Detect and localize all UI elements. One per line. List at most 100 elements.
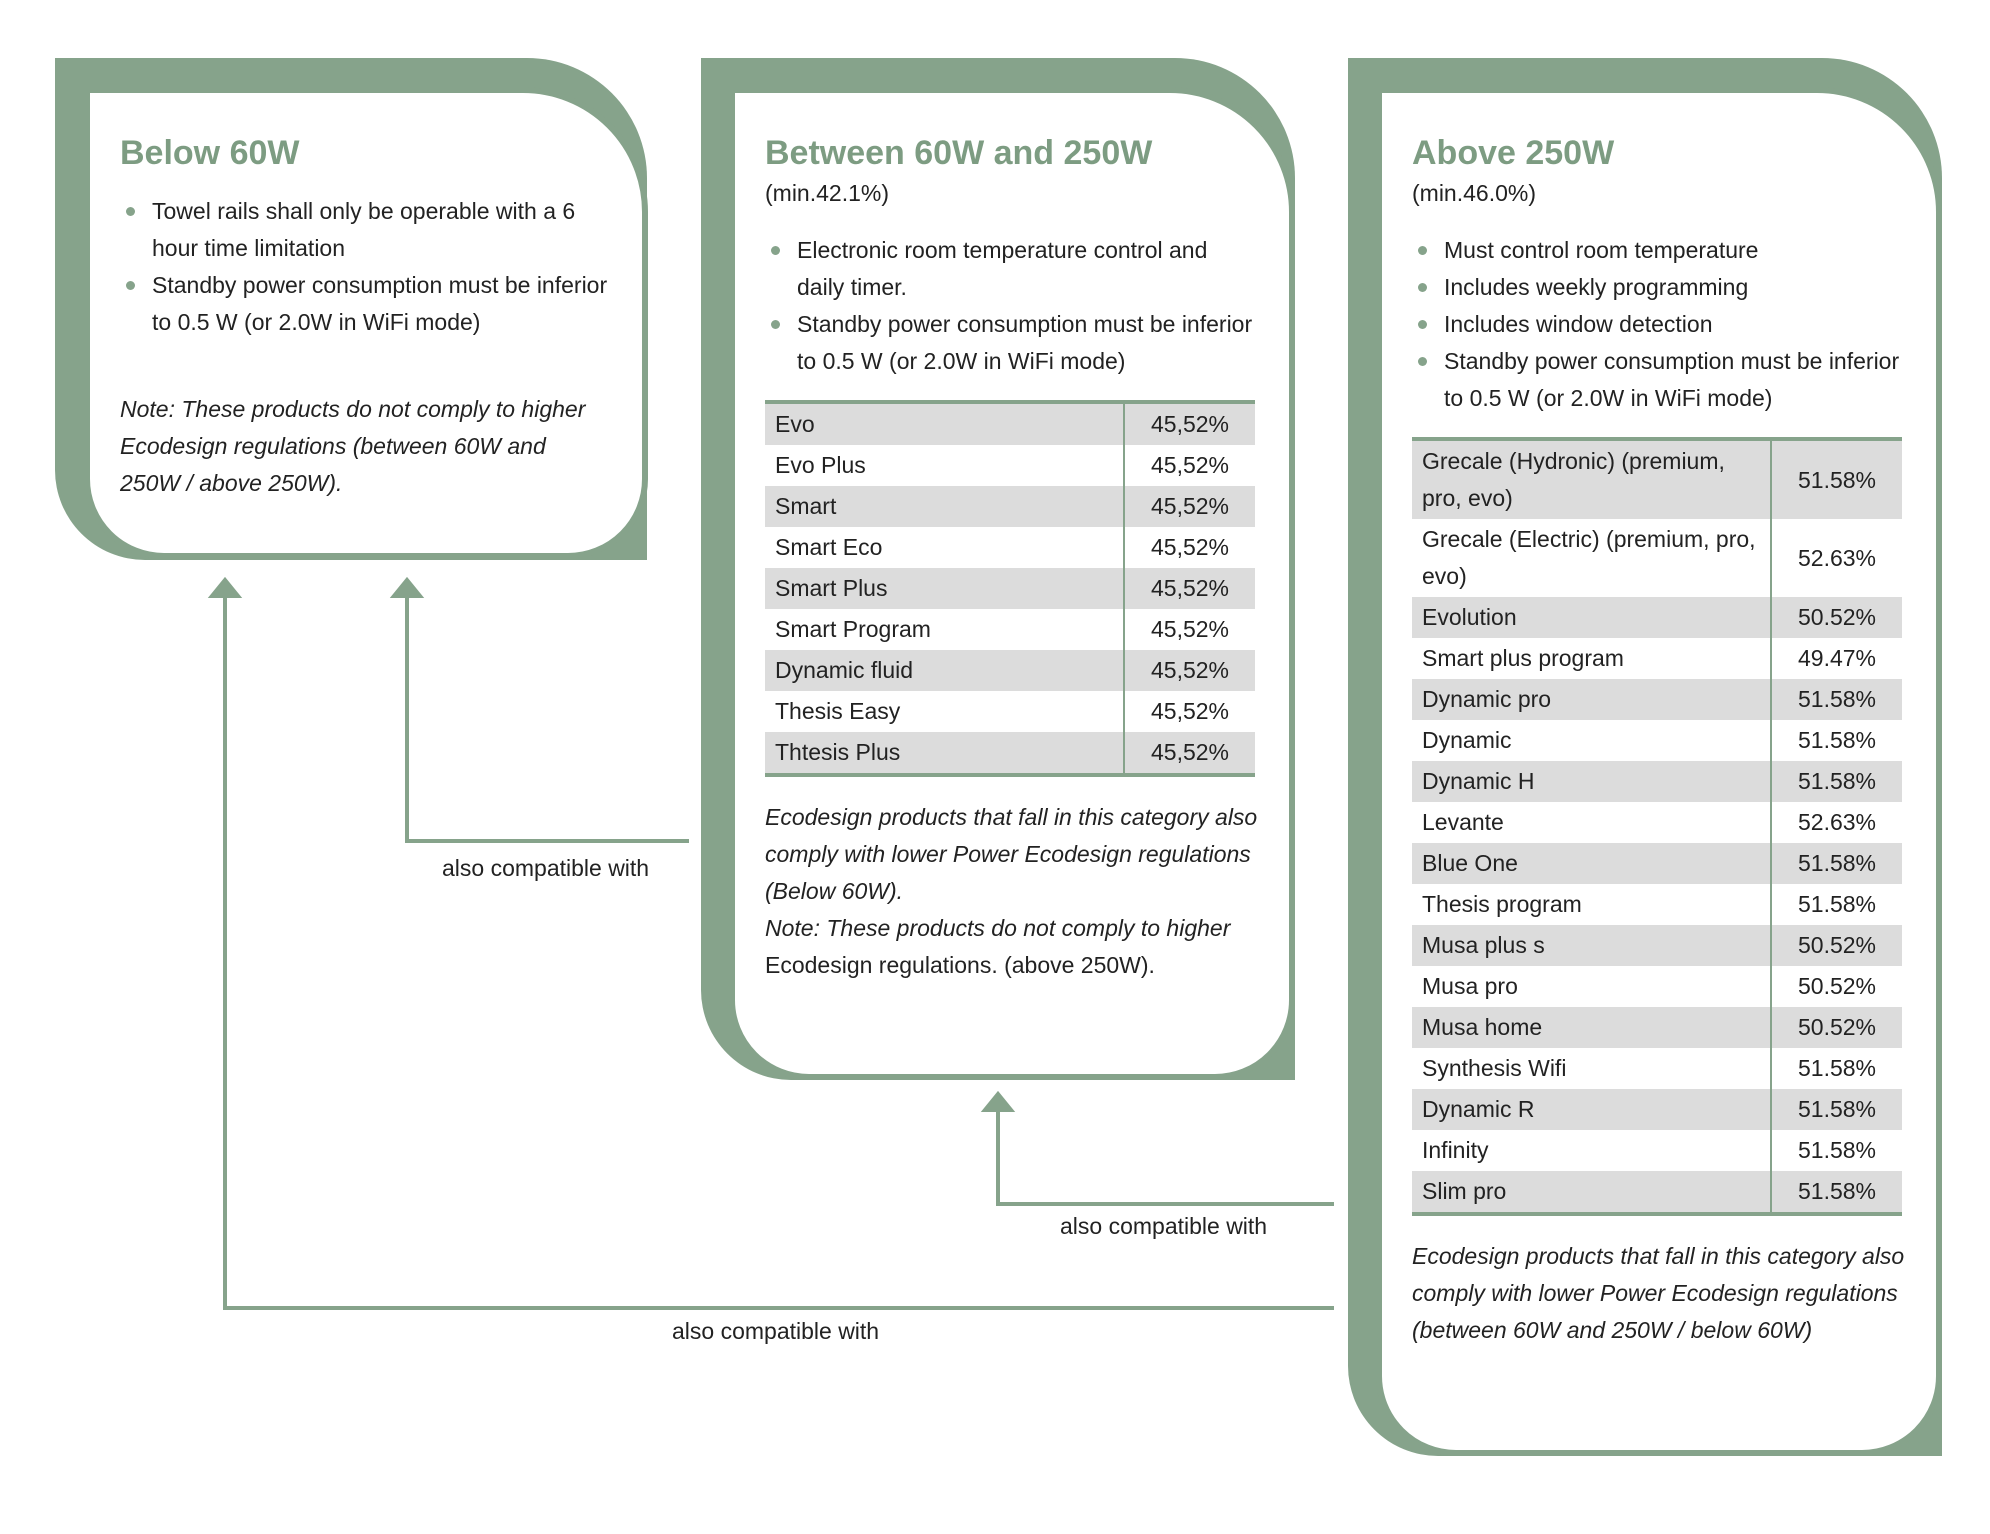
efficiency: 45,52% [1123, 445, 1255, 486]
bullet: Electronic room temperature control and … [771, 232, 1259, 306]
table-row: Dynamic R 51.58% [1412, 1089, 1902, 1130]
product-table: Grecale (Hydronic) (premium, pro, evo) 51… [1412, 437, 1902, 1216]
bullet: Must control room temperature [1418, 232, 1906, 269]
box-title: Below 60W [120, 134, 300, 172]
efficiency: 49.47% [1770, 638, 1902, 679]
product-name: Smart Eco [775, 534, 883, 560]
efficiency: 45,52% [1123, 732, 1255, 775]
table-row: Musa pro 50.52% [1412, 966, 1902, 1007]
product-name: Smart Plus [765, 568, 1124, 609]
note-line: Note: These products do not comply to hi… [120, 396, 586, 496]
product-name: Grecale (Hydronic) (premium, pro, evo) [1412, 439, 1771, 519]
table-row: Dynamic 51.58% [1412, 720, 1902, 761]
table-row: Dynamic pro 51.58% [1412, 679, 1902, 720]
product-name: Smart plus program [1422, 645, 1624, 671]
efficiency: 51.58% [1770, 679, 1902, 720]
efficiency: 45,52% [1123, 527, 1255, 568]
product-name: Levante [1422, 809, 1504, 835]
product-name: Infinity [1422, 1137, 1489, 1163]
note-line: Ecodesign products that fall in this cat… [1412, 1243, 1905, 1343]
arrow-line [996, 1106, 1334, 1206]
box-title: Above 250W [1412, 134, 1615, 172]
product-name: Dynamic R [1412, 1089, 1771, 1130]
efficiency: 51.58% [1770, 884, 1902, 925]
product-name: Musa home [1412, 1007, 1771, 1048]
product-name: Dynamic pro [1412, 679, 1771, 720]
product-name: Blue One [1412, 843, 1771, 884]
table-row: Evolution 50.52% [1412, 597, 1902, 638]
product-table: Evo 45,52% Evo Plus 45,52% Smart 45,52% Smart … [765, 400, 1255, 777]
note-line: Note: These products do not comply to hi… [765, 915, 1231, 941]
efficiency: 52.63% [1770, 519, 1902, 597]
table-row: Musa plus s 50.52% [1412, 925, 1902, 966]
table-row: Thesis Easy 45,52% [765, 691, 1255, 732]
efficiency: 45,52% [1123, 650, 1255, 691]
bullet: Standby power consumption must be inferi… [126, 267, 612, 341]
bullet: Includes window detection [1418, 306, 1906, 343]
arrowhead [389, 576, 425, 598]
product-name: Evo Plus [775, 452, 866, 478]
bullet: Towel rails shall only be operable with … [126, 193, 612, 267]
product-name: Smart [765, 486, 1124, 527]
box-title: Between 60W and 250W [765, 134, 1153, 172]
product-name: Grecale (Electric) (premium, pro, evo) [1422, 526, 1756, 589]
product-name: Dynamic H [1412, 761, 1771, 802]
arrow-line [405, 592, 689, 843]
table-row: Grecale (Hydronic) (premium, pro, evo) 51… [1412, 439, 1902, 519]
efficiency: 51.58% [1770, 720, 1902, 761]
arrow-label: also compatible with [442, 855, 650, 881]
note: Ecodesign products that fall in this cat… [765, 799, 1259, 984]
efficiency: 45,52% [1123, 402, 1255, 445]
arrow-label: also compatible with [1060, 1213, 1268, 1239]
table-row: Grecale (Electric) (premium, pro, evo) 52… [1412, 519, 1902, 597]
table-row: Thesis program 51.58% [1412, 884, 1902, 925]
card: Between 60W and 250W (min.42.1%) Electroni… [729, 87, 1295, 1080]
product-name: Thtesis Plus [765, 732, 1124, 775]
table-row: Dynamic H 51.58% [1412, 761, 1902, 802]
arrowhead [207, 576, 243, 598]
table-row: Musa home 50.52% [1412, 1007, 1902, 1048]
product-name: Slim pro [1412, 1171, 1771, 1214]
product-name: Evo [765, 402, 1124, 445]
efficiency: 51.58% [1770, 439, 1902, 519]
efficiency: 51.58% [1770, 1048, 1902, 1089]
table-row: Blue One 51.58% [1412, 843, 1902, 884]
product-name: Thesis program [1422, 891, 1582, 917]
product-name: Synthesis Wifi [1422, 1055, 1567, 1081]
product-name: Musa plus s [1412, 925, 1771, 966]
efficiency: 45,52% [1123, 691, 1255, 732]
efficiency: 50.52% [1770, 597, 1902, 638]
product-name: Evolution [1412, 597, 1771, 638]
bullet: Includes weekly programming [1418, 269, 1906, 306]
efficiency: 52.63% [1770, 802, 1902, 843]
bullet-list: Electronic room temperature control and … [765, 232, 1259, 380]
bullet: Standby power consumption must be inferi… [1418, 343, 1906, 417]
product-name: Thesis Easy [775, 698, 901, 724]
card: Above 250W (min.46.0%) Must control room t… [1376, 87, 1942, 1456]
table-row: Synthesis Wifi 51.58% [1412, 1048, 1902, 1089]
efficiency: 51.58% [1770, 1171, 1902, 1214]
efficiency: 51.58% [1770, 843, 1902, 884]
efficiency: 50.52% [1770, 966, 1902, 1007]
table-row: Smart Eco 45,52% [765, 527, 1255, 568]
efficiency: 45,52% [1123, 568, 1255, 609]
arrow-label: also compatible with [672, 1318, 880, 1344]
table-row: Smart Program 45,52% [765, 609, 1255, 650]
table-row: Smart plus program 49.47% [1412, 638, 1902, 679]
efficiency: 50.52% [1770, 1007, 1902, 1048]
table-row: Evo 45,52% [765, 402, 1255, 445]
box-subtitle: (min.42.1%) [765, 180, 889, 206]
card: Below 60W Towel rails shall only be opera… [84, 87, 648, 559]
note: Ecodesign products that fall in this cat… [1412, 1238, 1906, 1349]
bullet-list: Towel rails shall only be operable with … [120, 193, 612, 341]
bullet: Standby power consumption must be inferi… [771, 306, 1259, 380]
efficiency: 45,52% [1123, 609, 1255, 650]
efficiency: 45,52% [1123, 486, 1255, 527]
table-row: Smart Plus 45,52% [765, 568, 1255, 609]
table-row: Smart 45,52% [765, 486, 1255, 527]
efficiency: 51.58% [1770, 1130, 1902, 1171]
product-name: Dynamic [1422, 727, 1512, 753]
product-name: Smart Program [775, 616, 931, 642]
